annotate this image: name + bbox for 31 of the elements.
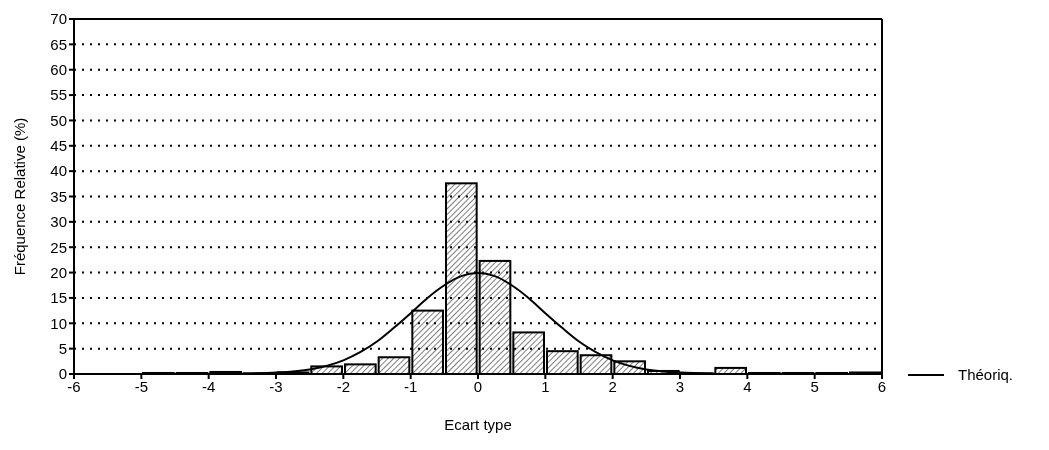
x-tick-label: -1 [403, 377, 418, 395]
y-axis-title: Fréquence Relative (%) [11, 117, 29, 276]
x-axis-title: Ecart type [444, 416, 512, 433]
x-tick-label: -3 [269, 377, 283, 395]
y-tick-label: 55 [50, 86, 67, 104]
x-tick-label: 6 [877, 377, 887, 395]
y-tick-label: 0 [58, 365, 67, 383]
y-tick-label: 10 [50, 314, 67, 332]
y-tick-label: 50 [50, 111, 67, 129]
x-tick-label: 4 [743, 377, 752, 395]
y-tick-label: 15 [50, 289, 67, 307]
x-tick-label: -4 [201, 377, 216, 395]
y-tick-label: 25 [50, 238, 67, 256]
y-tick-label: 65 [50, 35, 67, 53]
x-tick-label: -5 [134, 377, 149, 395]
y-tick-label: 70 [50, 10, 67, 28]
y-tick-label: 60 [50, 61, 67, 79]
y-tick-label: 45 [50, 137, 67, 155]
y-tick-label: 30 [50, 213, 67, 231]
x-tick-label: -2 [336, 377, 351, 395]
y-tick-label: 40 [50, 162, 67, 180]
x-tick-label: 0 [473, 377, 483, 395]
x-tick-label: -6 [67, 377, 81, 395]
x-tick-label: 2 [608, 377, 617, 395]
y-tick-label: 5 [58, 339, 67, 357]
x-tick-label: 1 [541, 377, 550, 395]
y-tick-label: 20 [50, 263, 67, 281]
x-tick-label: 3 [675, 377, 685, 395]
y-tick-label: 35 [50, 187, 67, 205]
x-tick-label: 5 [810, 377, 819, 395]
legend-label: Théoriq. [958, 366, 1014, 383]
